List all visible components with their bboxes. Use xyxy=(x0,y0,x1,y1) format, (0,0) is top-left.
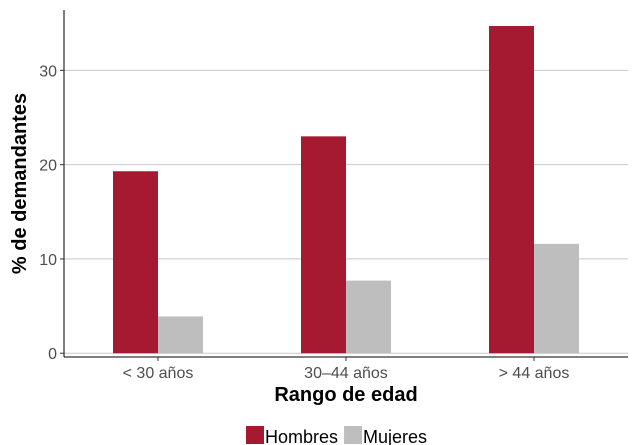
y-tick-label: 20 xyxy=(39,158,57,175)
bar-mujeres-1 xyxy=(158,316,203,354)
x-axis-title: Rango de edad xyxy=(274,384,417,406)
bars xyxy=(113,26,579,354)
x-tick-label: > 44 años xyxy=(499,365,570,382)
y-tick-label: 10 xyxy=(39,252,57,269)
x-axis-ticks: < 30 años 30–44 años > 44 años xyxy=(123,357,570,382)
y-axis-title: % de demandantes xyxy=(9,93,31,274)
bar-hombres-2 xyxy=(301,136,346,354)
legend-swatch-mujeres xyxy=(344,426,363,444)
bar-hombres-3 xyxy=(489,26,534,354)
legend-label-mujeres: Mujeres xyxy=(363,427,427,445)
legend-swatch-hombres xyxy=(246,426,264,444)
bar-hombres-1 xyxy=(113,171,158,354)
x-tick-label: 30–44 años xyxy=(304,365,388,382)
bar-mujeres-3 xyxy=(534,243,579,354)
y-tick-label: 30 xyxy=(39,63,57,80)
bar-mujeres-2 xyxy=(346,280,391,354)
y-axis-ticks: 0 10 20 30 xyxy=(39,63,64,363)
legend-label-hombres: Hombres xyxy=(265,427,338,445)
legend: Hombres Mujeres xyxy=(246,426,427,445)
x-tick-label: < 30 años xyxy=(123,365,194,382)
y-tick-label: 0 xyxy=(48,346,57,363)
